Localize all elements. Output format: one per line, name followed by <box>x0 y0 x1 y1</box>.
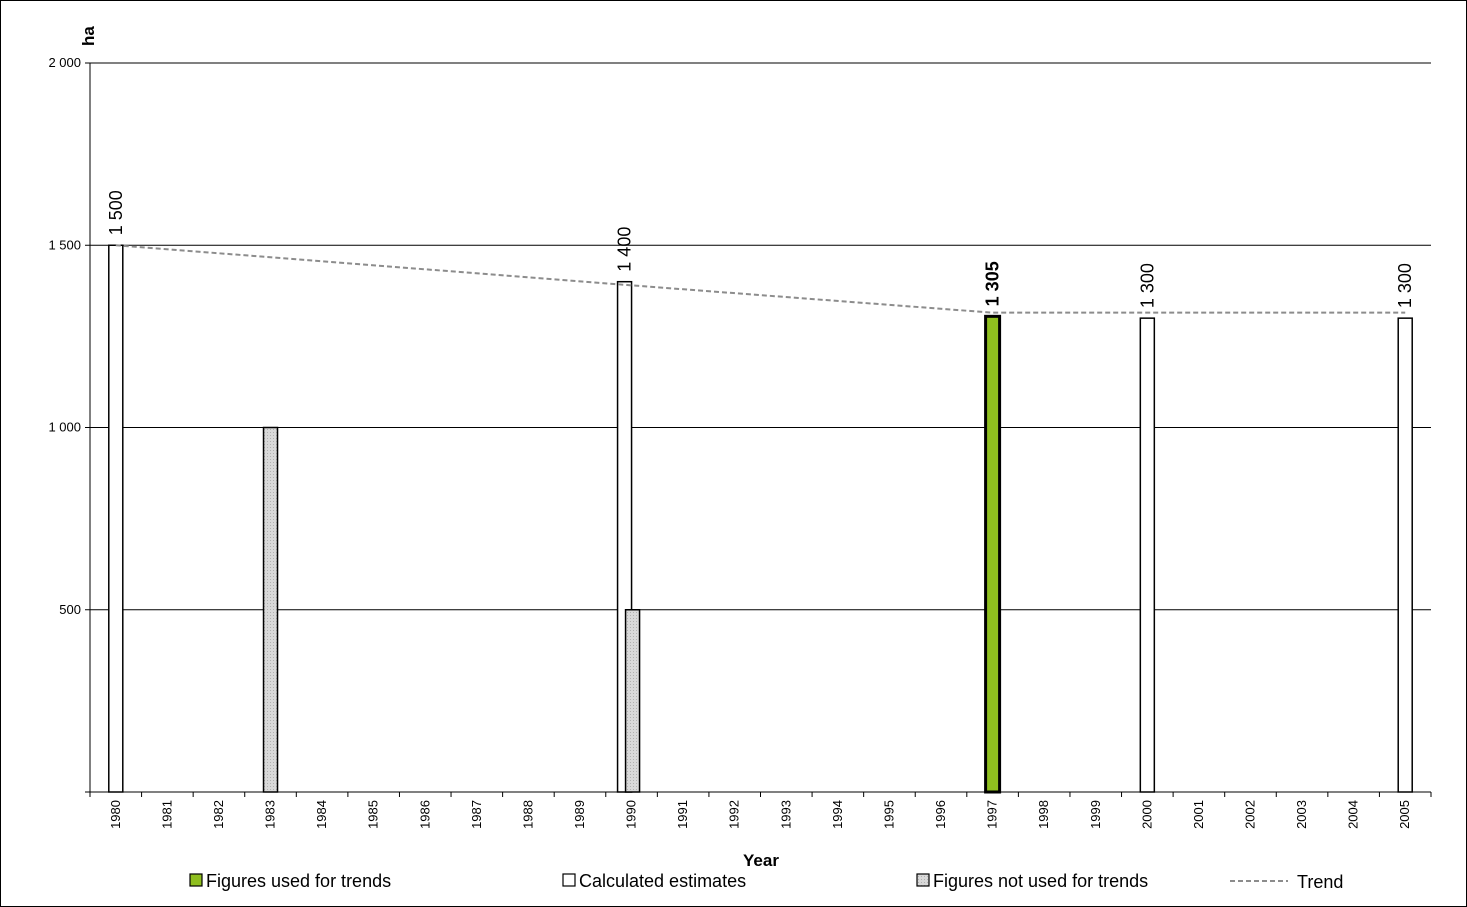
x-tick-label: 1998 <box>1036 800 1051 829</box>
bar-calculated-1980 <box>108 244 124 793</box>
bar-notused-1990 <box>624 609 641 793</box>
bar-calculated-2000 <box>1139 317 1156 793</box>
bars <box>108 244 1413 794</box>
legend-label-trend: Trend <box>1297 872 1343 892</box>
legend-swatch-notused <box>916 873 930 887</box>
x-tick-label: 1992 <box>727 800 742 829</box>
data-label-1997: 1 305 <box>983 261 1003 306</box>
x-tick-label: 2000 <box>1139 800 1154 829</box>
x-tick-label: 1989 <box>572 800 587 829</box>
x-tick-label: 1980 <box>108 800 123 829</box>
x-tick-label: 1995 <box>881 800 896 829</box>
x-tick-label: 1986 <box>417 800 432 829</box>
y-axis-title: ha <box>79 26 98 46</box>
legend-label-used: Figures used for trends <box>206 871 391 891</box>
data-label-2005: 1 300 <box>1395 263 1415 308</box>
x-axis-title: Year <box>743 851 779 870</box>
x-tick-label: 1999 <box>1088 800 1103 829</box>
legend-label-notused: Figures not used for trends <box>933 871 1148 891</box>
legend-swatch-calculated <box>562 873 576 887</box>
y-tick-label: 1 500 <box>48 237 81 252</box>
legend-label-calculated: Calculated estimates <box>579 871 746 891</box>
x-tick-label: 1997 <box>985 800 1000 829</box>
bar-notused-1983 <box>262 426 279 793</box>
bar-used-1997 <box>984 314 1002 794</box>
data-labels: 1 500 1 400 1 305 1 300 1 300 <box>106 190 1415 308</box>
x-tick-label: 2001 <box>1191 800 1206 829</box>
axes: 500 1 000 1 500 2 000 1980 1981 1982 1983 1984 19… <box>48 55 1432 829</box>
x-tick-label: 1982 <box>211 800 226 829</box>
x-tick-label: 1991 <box>675 800 690 829</box>
x-tick-label: 2005 <box>1397 800 1412 829</box>
x-tick-label: 1988 <box>520 800 535 829</box>
x-tick-label: 1984 <box>314 800 329 829</box>
legend: Figures used for trends Calculated estima… <box>189 871 1343 892</box>
x-tick-label: 1981 <box>159 800 174 829</box>
legend-swatch-used <box>189 873 203 887</box>
x-tick-label: 1987 <box>469 800 484 829</box>
x-tick-label: 2002 <box>1242 800 1257 829</box>
y-tick-label: 500 <box>59 602 81 617</box>
x-tick-label: 1993 <box>778 800 793 829</box>
x-tick-label: 1983 <box>263 800 278 829</box>
x-tick-label: 1994 <box>830 800 845 829</box>
x-tick-label: 2004 <box>1346 800 1361 829</box>
y-tick-label: 1 000 <box>48 420 81 435</box>
gridlines <box>90 62 1431 611</box>
trend-line-path <box>115 244 1406 314</box>
data-label-2000: 1 300 <box>1137 263 1157 308</box>
x-tick-label: 1990 <box>624 800 639 829</box>
x-tick-label: 1996 <box>933 800 948 829</box>
x-tick-label: 1985 <box>366 800 381 829</box>
bar-calculated-2005 <box>1397 317 1413 793</box>
data-label-1990: 1 400 <box>615 227 635 272</box>
y-tick-label: 2 000 <box>48 55 81 70</box>
trend-line <box>115 244 1406 314</box>
data-label-1980: 1 500 <box>106 190 126 235</box>
x-tick-label: 2003 <box>1294 800 1309 829</box>
